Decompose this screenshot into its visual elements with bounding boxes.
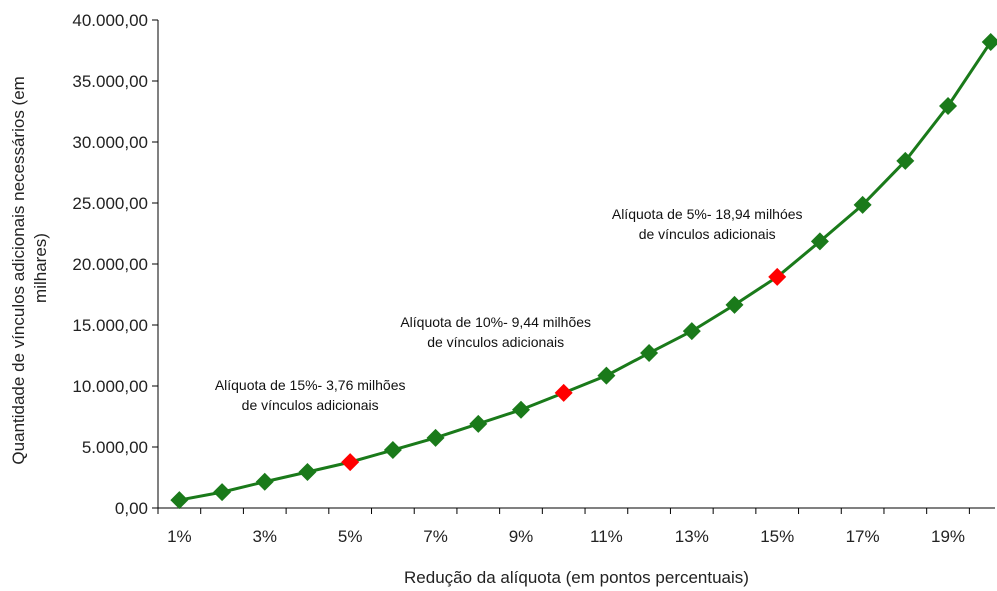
annotation-line: Alíquota de 15%- 3,76 milhões — [215, 377, 406, 393]
y-tick-label: 25.000,00 — [72, 194, 148, 213]
annotation-label: Alíquota de 5%- 18,94 milhóes de vínculos… — [612, 206, 803, 242]
data-point — [725, 295, 744, 314]
y-tick-label: 40.000,00 — [72, 11, 148, 30]
highlight-point — [341, 453, 360, 472]
data-point — [853, 195, 872, 214]
y-axis-title: Quantidade de vínculos adicionais necess… — [9, 71, 50, 464]
y-tick-label: 20.000,00 — [72, 255, 148, 274]
data-point — [298, 463, 317, 482]
y-axis-title-line-2: milhares) — [31, 233, 50, 303]
annotation-line: de vínculos adicionais — [427, 334, 564, 350]
annotation-line: Alíquota de 5%- 18,94 milhóes — [612, 206, 803, 222]
data-point — [640, 344, 659, 363]
data-point — [170, 491, 189, 510]
data-point — [383, 441, 402, 460]
y-axis-title-line-1: Quantidade de vínculos adicionais necess… — [9, 76, 28, 464]
y-axis-ticks: 0,00 5.000,00 10.000,00 15.000,00 20.000,00 2… — [72, 11, 158, 518]
x-tick-label: 9% — [509, 527, 534, 546]
data-point — [469, 414, 488, 433]
x-tick-label: 5% — [338, 527, 363, 546]
annotations: Alíquota de 15%- 3,76 milhões de vínculos… — [215, 206, 803, 413]
data-point — [810, 232, 829, 251]
y-tick-label: 5.000,00 — [82, 438, 148, 457]
x-tick-label: 17% — [846, 527, 880, 546]
x-tick-label: 11% — [590, 527, 623, 546]
data-point — [511, 400, 530, 419]
y-tick-label: 30.000,00 — [72, 133, 148, 152]
x-axis-title: Redução da alíquota (em pontos percentua… — [404, 568, 749, 587]
y-tick-label: 10.000,00 — [72, 377, 148, 396]
y-tick-label: 0,00 — [115, 499, 148, 518]
data-point — [597, 366, 616, 385]
annotation-label: Alíquota de 10%- 9,44 milhões de vínculos… — [400, 314, 591, 350]
highlight-point — [554, 383, 573, 402]
x-tick-label: 3% — [252, 527, 277, 546]
x-tick-label: 15% — [760, 527, 794, 546]
annotation-line: de vínculos adicionais — [639, 226, 776, 242]
annotation-label: Alíquota de 15%- 3,76 milhões de vínculos… — [215, 377, 406, 413]
data-point — [939, 97, 958, 116]
highlight-point — [768, 267, 787, 286]
annotation-line: Alíquota de 10%- 9,44 milhões — [400, 314, 591, 330]
x-axis-ticks: 1% 3% 5% 7% 9% 11% 13% 15% 17% 19% — [157, 508, 970, 546]
data-point — [255, 472, 274, 491]
x-tick-label: 7% — [423, 527, 448, 546]
x-tick-label: 13% — [675, 527, 709, 546]
data-point — [426, 428, 445, 447]
annotation-line: de vínculos adicionais — [242, 397, 379, 413]
series-group — [170, 32, 997, 510]
x-tick-label: 1% — [167, 527, 192, 546]
y-tick-label: 15.000,00 — [72, 316, 148, 335]
data-point — [896, 151, 915, 170]
data-point — [981, 32, 997, 51]
x-tick-label: 19% — [931, 527, 965, 546]
axes — [157, 20, 995, 509]
data-point — [213, 483, 232, 502]
series-line — [179, 41, 992, 502]
data-point — [682, 322, 701, 341]
y-tick-label: 35.000,00 — [72, 72, 148, 91]
